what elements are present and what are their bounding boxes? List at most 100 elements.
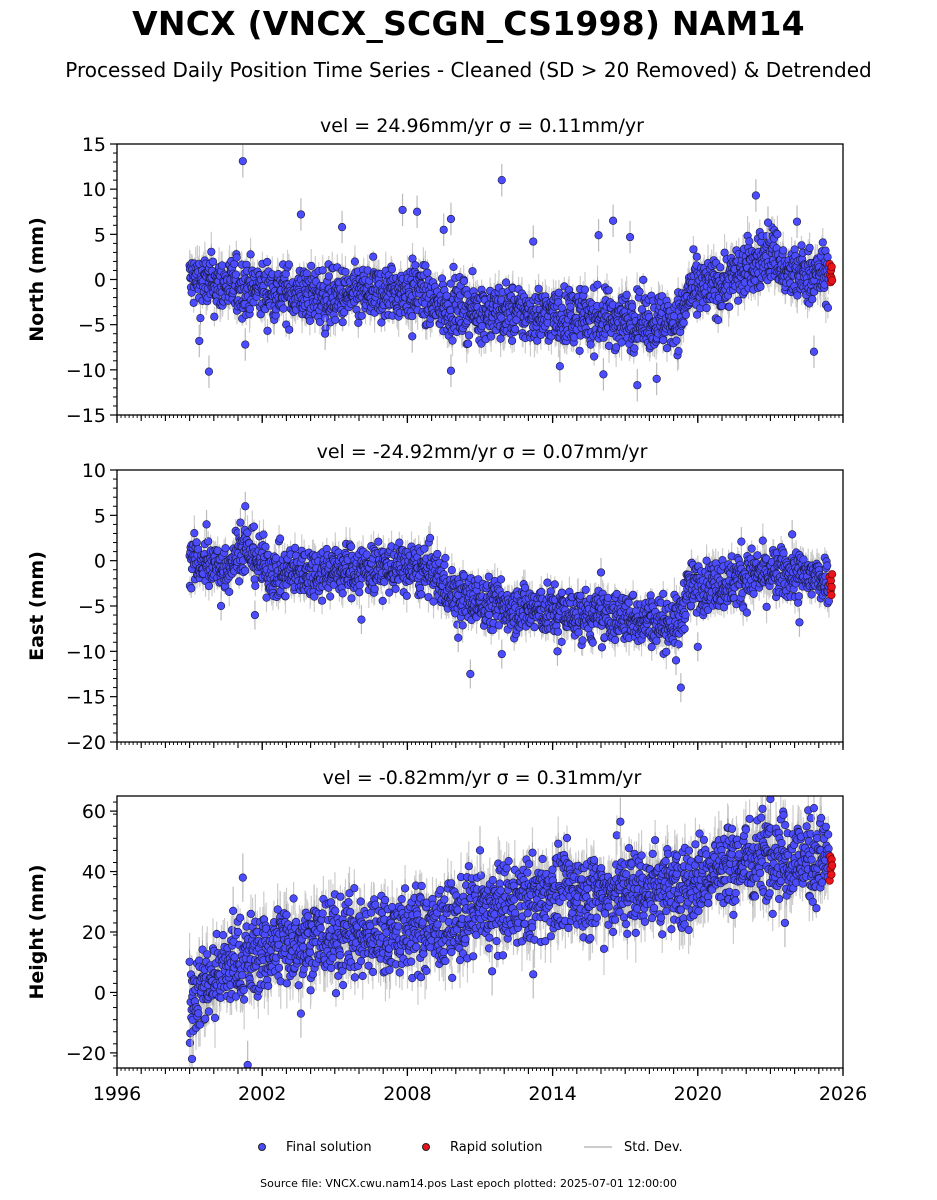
final-point [464,339,473,348]
y-tick-label: 10 [82,179,106,201]
final-point [593,280,602,289]
final-point [350,257,360,266]
final-point-outlier [238,157,247,166]
final-point [465,331,474,340]
final-point [411,261,420,270]
final-point [622,290,631,299]
final-point-outlier [296,210,306,219]
final-point [823,303,833,312]
rapid-point [827,262,836,271]
final-point-outlier [497,176,506,185]
final-point [611,343,621,352]
final-point-outlier [446,366,456,375]
final-point [189,298,198,307]
final-point [589,352,599,361]
final-point-outlier [633,381,642,390]
final-point [341,267,350,277]
final-point [745,237,754,246]
y-tick-label: 15 [82,134,106,156]
final-point [369,252,378,261]
final-point-outlier [792,217,802,226]
y-tick-label: 5 [94,224,106,246]
final-point [208,257,218,266]
final-point-outlier [751,191,760,200]
final-point [263,257,272,267]
final-point [459,277,469,286]
final-point [725,302,734,311]
final-point-outlier [241,340,250,349]
final-point [575,346,584,355]
final-point [793,291,802,300]
final-point [210,312,219,321]
final-point [733,296,743,305]
final-point [586,340,595,349]
final-point-outlier [337,223,347,232]
final-point [692,252,701,261]
final-point [604,286,613,295]
final-point [533,336,542,345]
plot-area-north [185,144,837,402]
final-point [501,278,511,287]
final-point-outlier [555,362,564,371]
final-point [679,318,688,327]
final-point [423,268,432,277]
final-point-outlier [408,332,417,341]
final-point [662,344,672,353]
rapid-points-north [825,260,837,287]
final-point [307,261,316,271]
final-point [534,284,543,293]
final-point [305,316,315,326]
final-point [497,313,506,322]
final-point [357,311,366,320]
final-point [487,332,496,341]
final-point [338,318,347,327]
final-point [446,279,455,288]
final-point-outlier [439,225,448,234]
final-point-outlier [763,218,773,227]
final-point [442,291,451,300]
final-point-outlier [652,374,661,383]
final-point [823,253,832,262]
final-point [635,287,644,296]
final-point [448,336,457,345]
final-point [554,288,564,297]
final-point [637,305,647,314]
final-point-outlier [608,216,618,225]
final-point [808,295,817,304]
final-point [232,253,241,262]
final-point [756,282,765,291]
final-point-outlier [195,336,204,346]
final-point [805,243,814,252]
final-point [231,270,241,279]
final-point [716,263,725,272]
final-point [263,326,272,335]
final-point [285,325,294,334]
final-point [245,305,254,314]
final-point-outlier [321,329,330,338]
final-point [331,315,340,325]
y-tick-label: −10 [66,360,106,382]
final-point [672,336,681,345]
final-point-outlier [446,214,456,224]
final-point [496,334,505,343]
final-point [566,302,575,311]
final-point [324,272,333,281]
final-point-outlier [204,367,214,376]
final-point [511,325,520,334]
final-point [421,261,430,270]
final-point [207,247,216,256]
final-point [196,314,205,323]
final-point [779,246,788,255]
final-point [557,303,567,312]
final-points-north [185,223,834,361]
final-point [377,318,386,327]
final-point [630,344,639,353]
final-point [674,347,683,356]
final-point [702,304,711,313]
final-point-outlier [594,231,603,240]
final-point [218,261,227,270]
y-tick-label: −5 [78,315,106,337]
final-point-outlier [398,205,407,215]
final-point [246,250,255,259]
